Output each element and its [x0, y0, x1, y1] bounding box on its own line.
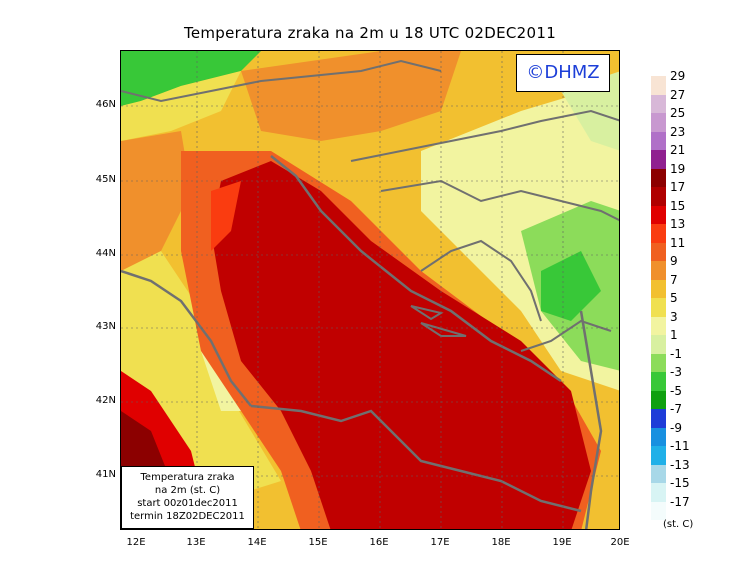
lat-label: 44N: [95, 248, 116, 259]
map-title: Temperatura zraka na 2m u 18 UTC 02DEC20…: [183, 24, 557, 42]
colorbar-swatch: [651, 372, 666, 391]
colorbar-swatch: [651, 242, 666, 261]
colorbar-label: 13: [670, 217, 686, 231]
colorbar-label: -7: [670, 402, 682, 416]
colorbar-label: 11: [670, 235, 686, 250]
east-deep-green: [541, 251, 601, 321]
colorbar-swatch: [651, 150, 666, 169]
lat-label: 43N: [95, 321, 116, 332]
colorbar-label: 9: [670, 254, 678, 268]
colorbar-swatch: [651, 113, 666, 132]
lat-label: 45N: [95, 174, 116, 185]
lon-label: 13E: [186, 537, 206, 548]
lat-label: 42N: [95, 395, 116, 406]
colorbar-swatch: [651, 168, 666, 187]
north-orange: [241, 51, 461, 141]
border-dalmatia: [420, 239, 542, 322]
colorbar-units: (st. C): [663, 519, 694, 530]
colorbar-label: 29: [670, 69, 686, 83]
colorbar-swatch: [651, 205, 666, 224]
colorbar-swatch: [651, 316, 666, 335]
colorbar-swatch: [651, 427, 666, 446]
colorbar-swatch: [651, 279, 666, 298]
colorbar-label: -1: [670, 346, 682, 361]
colorbar-swatch: [651, 76, 666, 95]
colorbar-swatch: [651, 390, 666, 409]
colorbar-swatch: [651, 187, 666, 206]
colorbar-label: 23: [670, 124, 686, 139]
colorbar-swatch: [651, 131, 666, 150]
colorbar-label: 5: [670, 291, 678, 305]
border-croatia-north: [350, 109, 619, 162]
info-line-1: Temperatura zraka: [140, 472, 235, 483]
island-2: [420, 322, 467, 337]
colorbar-swatch: [651, 409, 666, 428]
colorbar-label: 15: [670, 198, 686, 213]
lon-label: 18E: [491, 537, 511, 548]
colorbar-swatch: [651, 501, 666, 520]
map-grid: [121, 51, 619, 529]
colorbar-label: 27: [670, 87, 686, 102]
lon-label: 19E: [552, 537, 572, 548]
lon-label: 12E: [126, 537, 146, 548]
colorbar-label: -9: [670, 420, 682, 435]
colorbar-swatch: [651, 94, 666, 113]
lon-label: 15E: [308, 537, 328, 548]
colorbar-swatch: [651, 298, 666, 317]
nw-cold-zone: [121, 51, 261, 106]
colorbar-label: 1: [670, 328, 678, 342]
lat-label: 41N: [95, 469, 116, 480]
map-svg: [121, 51, 619, 529]
border-north: [121, 59, 442, 103]
colorbar-swatch: [651, 335, 666, 354]
colorbar-swatch: [651, 353, 666, 372]
colorbar: [651, 76, 666, 520]
lat-label: 46N: [95, 99, 116, 110]
colorbar-label: -3: [670, 365, 682, 379]
colorbar-label: -5: [670, 383, 682, 398]
lon-label: 20E: [610, 537, 630, 548]
island-1: [410, 305, 444, 321]
colorbar-label: -13: [670, 457, 690, 472]
info-line-3: start 00z01dec2011: [137, 498, 238, 509]
colorbar-swatch: [651, 224, 666, 243]
italy-north-orange: [121, 131, 191, 271]
colorbar-label: 17: [670, 180, 686, 194]
colorbar-label: -15: [670, 476, 690, 490]
info-line-2: na 2m (st. C): [154, 485, 221, 496]
colorbar-label: -17: [670, 494, 690, 509]
colorbar-label: 21: [670, 143, 686, 157]
colorbar-label: 25: [670, 106, 686, 120]
colorbar-label: 7: [670, 272, 678, 287]
colorbar-label: 19: [670, 161, 686, 176]
border-montenegro: [520, 319, 612, 352]
colorbar-label: -11: [670, 439, 690, 453]
lon-label: 14E: [247, 537, 267, 548]
croatia-coastline: [270, 155, 562, 383]
albania-coastline: [579, 310, 603, 529]
adriatic-sea: [211, 161, 591, 529]
lon-label: 16E: [369, 537, 389, 548]
dhmz-badge: ©DHMZ: [516, 54, 610, 92]
italy-west-coast: [121, 269, 252, 407]
italy-coastline: [250, 404, 582, 513]
info-box: Temperatura zraka na 2m (st. C) start 00…: [121, 466, 254, 529]
istria-red: [211, 181, 241, 251]
info-line-4: termin 18Z02DEC2011: [130, 511, 245, 522]
temperature-map: [120, 50, 620, 530]
colorbar-swatch: [651, 261, 666, 280]
lon-label: 17E: [430, 537, 450, 548]
colorbar-swatch: [651, 446, 666, 465]
colorbar-label: 3: [670, 309, 678, 324]
colorbar-swatch: [651, 483, 666, 502]
colorbar-swatch: [651, 464, 666, 483]
